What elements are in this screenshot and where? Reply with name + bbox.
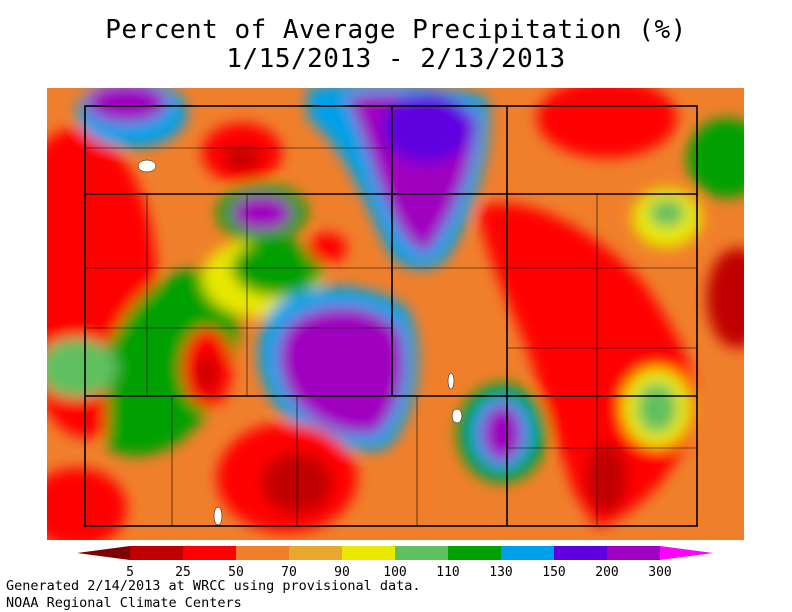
- precipitation-map: [47, 88, 744, 540]
- legend-bin-10: [607, 546, 660, 560]
- county-lines: [85, 147, 697, 526]
- map-title: Percent of Average Precipitation (%): [105, 15, 687, 45]
- legend-tick-label: 150: [542, 565, 565, 580]
- legend-bin-0: [77, 546, 130, 560]
- legend-bin-9: [554, 546, 607, 560]
- legend-tick-label: 200: [595, 565, 618, 580]
- legend-bin-8: [501, 546, 554, 560]
- color-legend: 5 25 50 70 90 100 110 130 150 200 300: [77, 546, 713, 580]
- legend-tick-label: 110: [436, 565, 459, 580]
- legend-tick-label: 5: [126, 565, 134, 580]
- legend-tick-label: 70: [281, 565, 297, 580]
- state-boundaries: [84, 105, 698, 527]
- legend-bin-11: [660, 546, 713, 560]
- date-range: 1/15/2013 - 2/13/2013: [226, 44, 566, 74]
- legend-bin-6: [395, 546, 448, 560]
- legend-bin-5: [342, 546, 395, 560]
- legend-tick-label: 100: [383, 565, 406, 580]
- source-credit: NOAA Regional Climate Centers: [6, 595, 242, 611]
- legend-bin-1: [130, 546, 183, 560]
- legend-bin-7: [448, 546, 501, 560]
- generated-note: Generated 2/14/2013 at WRCC using provis…: [6, 578, 421, 594]
- water-bodies: [137, 159, 463, 526]
- legend-bin-2: [183, 546, 236, 560]
- legend-tick-label: 25: [175, 565, 191, 580]
- legend-tick-label: 130: [489, 565, 512, 580]
- legend-tick-label: 90: [334, 565, 350, 580]
- legend-bin-3: [236, 546, 289, 560]
- legend-tick-label: 300: [648, 565, 671, 580]
- precipitation-field: [47, 88, 744, 540]
- legend-bin-4: [289, 546, 342, 560]
- legend-tick-label: 50: [228, 565, 244, 580]
